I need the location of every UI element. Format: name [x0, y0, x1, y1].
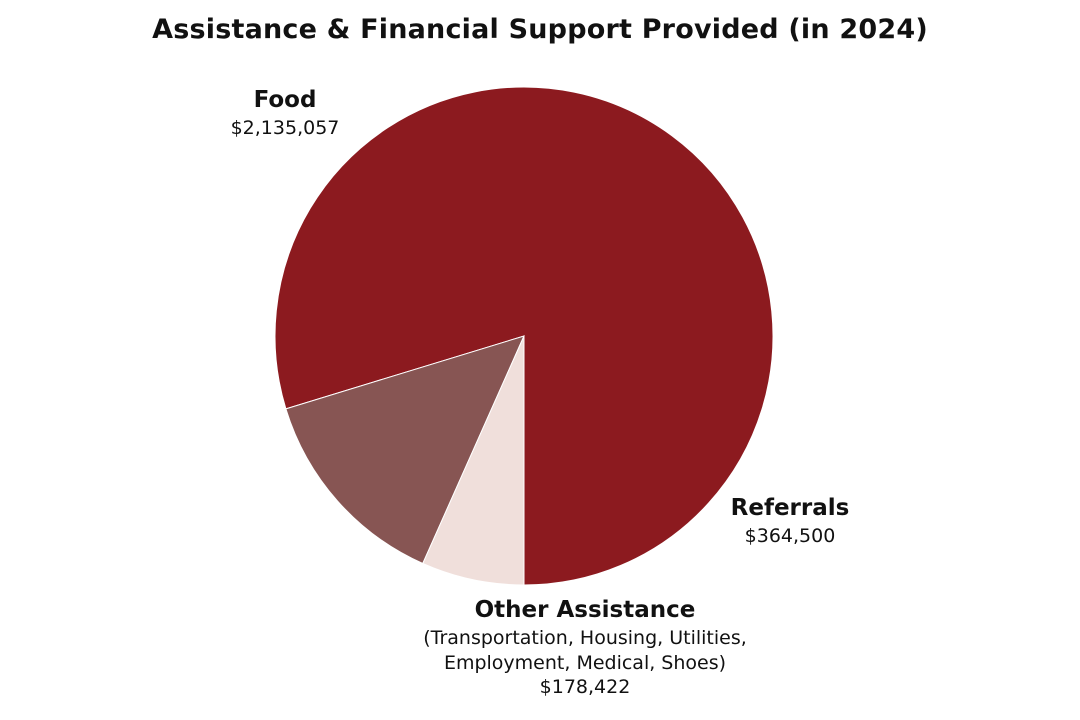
chart-title: Assistance & Financial Support Provided …	[152, 14, 928, 45]
slice-value-referrals: $364,500	[744, 524, 836, 547]
pie-slice-referrals	[285, 335, 525, 565]
slice-label-referrals: Referrals $364,500	[706, 494, 874, 549]
slice-label-other-assistance: Other Assistance (Transportation, Housin…	[380, 596, 790, 700]
slice-name-other-assistance: Other Assistance	[474, 597, 696, 623]
pie-slice-other-assistance	[422, 335, 525, 586]
slice-name-referrals: Referrals	[730, 495, 850, 521]
slice-label-food: Food $2,135,057	[200, 86, 370, 141]
slice-name-food: Food	[253, 87, 317, 113]
slice-detail-other-assistance: (Transportation, Housing, Utilities, Emp…	[423, 626, 747, 674]
slice-value-other-assistance: $178,422	[539, 676, 631, 699]
slice-value-food: $2,135,057	[230, 116, 340, 139]
